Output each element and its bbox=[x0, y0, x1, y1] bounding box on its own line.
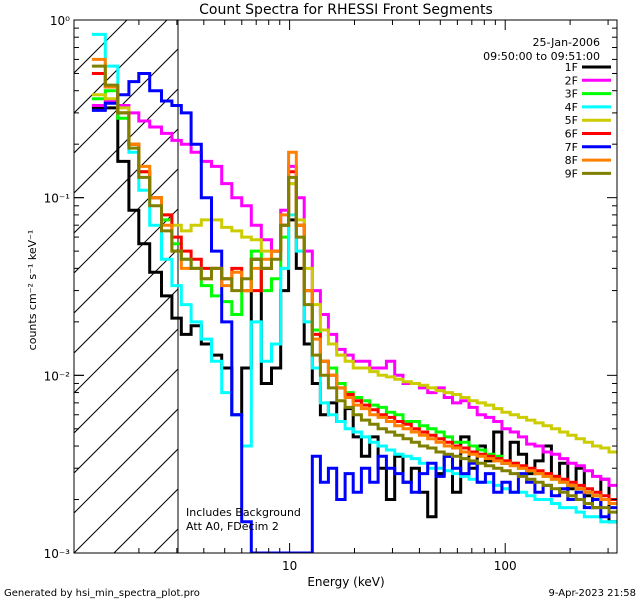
time-range-label: 09:50:00 to 09:51:00 bbox=[483, 50, 600, 63]
hatch-line bbox=[74, 48, 178, 154]
y-axis-label: counts cm⁻² s⁻¹ keV⁻¹ bbox=[26, 230, 39, 351]
hatch-line bbox=[74, 368, 178, 474]
annotation-background: Includes Background bbox=[186, 506, 301, 519]
series-line-1f bbox=[91, 106, 617, 524]
hatch-line bbox=[394, 0, 640, 553]
footer-generated-by: Generated by hsi_min_spectra_plot.pro bbox=[4, 588, 200, 599]
x-axis-label: Energy (keV) bbox=[307, 575, 384, 589]
hatch-line bbox=[474, 0, 640, 553]
x-tick-label: 100 bbox=[494, 559, 517, 573]
legend-label-5f: 5F bbox=[565, 114, 578, 127]
y-tick-label: 10⁰ bbox=[50, 14, 70, 28]
chart-title: Count Spectra for RHESSI Front Segments bbox=[199, 2, 493, 18]
series-line-5f bbox=[91, 93, 617, 454]
date-label: 25-Jan-2006 bbox=[533, 36, 601, 49]
hatch-line bbox=[74, 208, 178, 314]
footer-timestamp: 9-Apr-2023 21:58 bbox=[549, 588, 636, 599]
series-line-7f bbox=[91, 72, 617, 553]
legend-label-9f: 9F bbox=[565, 167, 578, 180]
hatch-line bbox=[74, 168, 178, 274]
legend-label-3f: 3F bbox=[565, 88, 578, 101]
hatch-line bbox=[74, 20, 168, 114]
legend-label-8f: 8F bbox=[565, 154, 578, 167]
hatch-line bbox=[354, 0, 640, 553]
series-line-9f bbox=[91, 64, 617, 514]
y-tick-label: 10⁻² bbox=[44, 369, 71, 383]
y-tick-label: 10⁻¹ bbox=[44, 192, 71, 206]
annotation-attenuator: Att A0, FDecim 2 bbox=[186, 520, 279, 533]
plot-frame bbox=[73, 19, 618, 554]
legend-label-7f: 7F bbox=[565, 141, 578, 154]
y-axis: 10⁻³ 10⁻² 10⁻¹ 10⁰ bbox=[44, 14, 617, 561]
legend-label-4f: 4F bbox=[565, 101, 578, 114]
legend-label-6f: 6F bbox=[565, 128, 578, 141]
series-line-4f bbox=[91, 32, 617, 524]
x-axis: 10 100 bbox=[73, 20, 609, 573]
y-tick-label: 10⁻³ bbox=[44, 547, 71, 561]
legend-label-2f: 2F bbox=[565, 74, 578, 87]
hatch-line bbox=[74, 408, 178, 514]
x-tick-label: 10 bbox=[282, 559, 297, 573]
hatch-line bbox=[74, 448, 178, 553]
legend-label-1f: 1F bbox=[565, 61, 578, 74]
series-lines bbox=[91, 32, 617, 553]
